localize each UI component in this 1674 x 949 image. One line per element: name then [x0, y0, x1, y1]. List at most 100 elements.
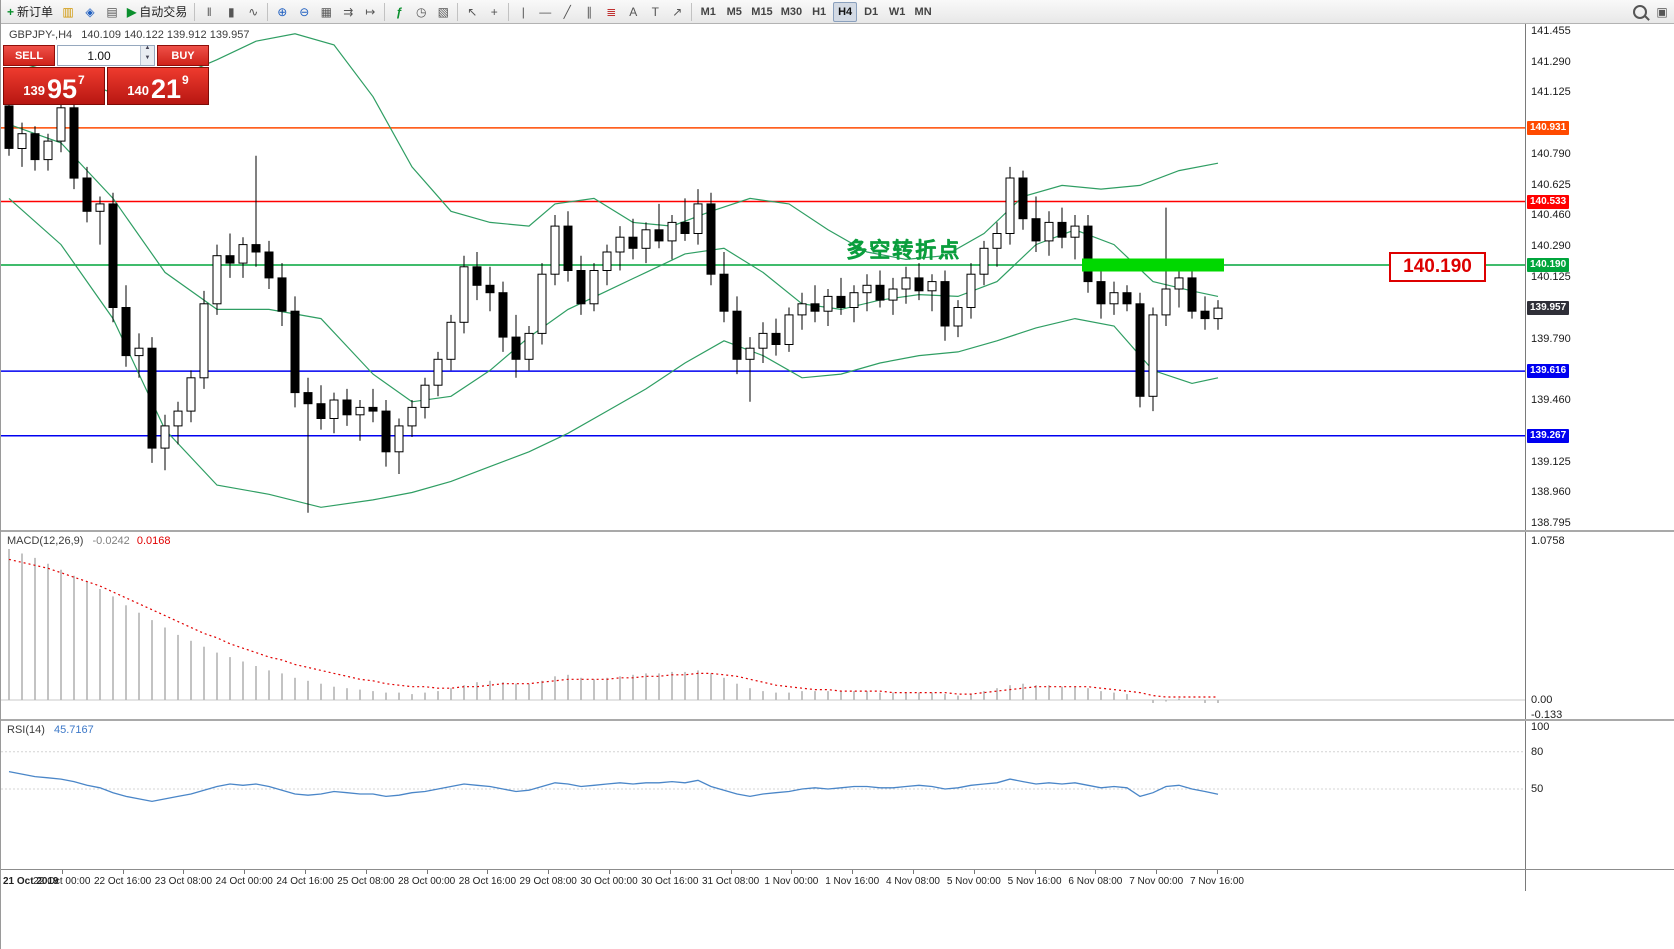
axis-label: 138.960 [1531, 486, 1571, 499]
terminal-button[interactable]: ▤ [106, 4, 118, 19]
volume-stepper[interactable]: 1.00 ▲ ▼ [57, 45, 155, 66]
toolbar-separator [267, 2, 269, 21]
indicators-button[interactable]: ƒ [395, 4, 403, 19]
time-label: 1 Nov 00:00 [764, 876, 819, 887]
auto-scroll-button[interactable]: ⇉ [343, 4, 354, 19]
panel-divider[interactable] [1, 719, 1674, 721]
grid-button[interactable]: ▦ [320, 4, 332, 19]
search-button[interactable] [1630, 2, 1650, 22]
price-tag-label[interactable]: 140.190 [1389, 252, 1486, 282]
time-tick [244, 870, 246, 874]
new-chart-button[interactable]: ▣ [1656, 4, 1668, 19]
navigator-button[interactable]: ◈ [85, 4, 95, 19]
time-tick [122, 870, 124, 874]
cursor-button[interactable]: ↖ [467, 4, 478, 19]
timeframe-h4[interactable]: H4 [833, 1, 858, 22]
candlestick-chart-button[interactable]: ▮ [227, 4, 235, 19]
macd-label-row: MACD(12,26,9) -0.0242 0.0168 [7, 535, 171, 547]
new-order-button[interactable]: + 新订单 [4, 2, 56, 22]
axis-label: 1.0758 [1531, 535, 1565, 547]
axis-label: 139.460 [1531, 394, 1571, 406]
toolbar-separator [384, 2, 386, 21]
volume-down-icon[interactable]: ▼ [141, 55, 154, 65]
time-label: 30 Oct 16:00 [641, 876, 699, 887]
rsi-label-row: RSI(14) 45.7167 [7, 724, 94, 736]
symbol-info: GBPJPY-,H4 140.109 140.122 139.912 139.9… [9, 29, 249, 41]
time-label: 28 Oct 16:00 [458, 876, 517, 887]
sell-price-display[interactable]: 139 95 7 [3, 67, 105, 105]
periods-button[interactable]: ◷ [416, 4, 427, 19]
axis-label: 140.790 [1531, 148, 1571, 160]
bar-chart-button[interactable]: ‖ [206, 4, 212, 19]
axis-label: 140.290 [1531, 240, 1571, 253]
axis-label: 140.460 [1531, 209, 1571, 222]
macd-axis: 1.0758 0.00 -0.133 [1525, 532, 1674, 719]
panel-divider[interactable] [1, 530, 1674, 532]
horizontal-line-button[interactable]: — [539, 4, 552, 19]
zoom-in-button[interactable]: ⊕ [277, 4, 288, 19]
time-label: 1 Nov 16:00 [825, 876, 880, 887]
toolbar-separator [457, 2, 459, 21]
buy-button[interactable]: BUY [157, 45, 209, 66]
timeframe-d1[interactable]: D1 [864, 5, 879, 18]
time-tick [852, 870, 854, 874]
chart-shift-button[interactable]: ↦ [365, 4, 376, 19]
zoom-out-button[interactable]: ⊖ [299, 4, 310, 19]
symbol-ohlc: 140.109 140.122 139.912 139.957 [81, 29, 250, 41]
templates-button[interactable]: ▧ [437, 4, 449, 19]
time-axis[interactable]: 21 Oct 2019 22 Oct 00:00 22 Oct 16:00 23 Oc… [1, 869, 1674, 891]
axis-label: 141.455 [1531, 25, 1571, 37]
new-order-icon: + [7, 4, 15, 19]
timeframe-m30[interactable]: M30 [780, 5, 803, 18]
vertical-line-button[interactable]: | [521, 4, 525, 19]
auto-trading-button[interactable]: ▶ 自动交易 [124, 2, 190, 22]
axis-label: 141.290 [1531, 55, 1571, 68]
channel-button[interactable]: ∥ [586, 4, 593, 19]
axis-corner-divider [1525, 870, 1526, 891]
time-label: 29 Oct 08:00 [519, 876, 577, 887]
volume-value[interactable]: 1.00 [87, 48, 111, 63]
time-label: 4 Nov 08:00 [886, 876, 940, 887]
price-chart[interactable] [1, 24, 1525, 530]
sell-button[interactable]: SELL [3, 45, 55, 66]
line-chart-button[interactable]: ∿ [248, 4, 259, 19]
volume-spin-buttons[interactable]: ▲ ▼ [140, 45, 154, 65]
buy-price-sup: 9 [182, 73, 189, 87]
timeframe-m15[interactable]: M15 [751, 5, 773, 18]
buy-price-prefix: 140 [127, 83, 149, 98]
volume-up-icon[interactable]: ▲ [141, 45, 154, 56]
axis-label: 140.533 [1527, 194, 1570, 209]
axis-label: 139.616 [1527, 364, 1570, 379]
crosshair-button[interactable]: + [490, 4, 498, 19]
timeframe-w1[interactable]: W1 [888, 5, 906, 18]
rsi-axis: 100 80 50 [1525, 721, 1674, 869]
text-button[interactable]: A [629, 4, 638, 19]
market-watch-button[interactable]: ▥ [62, 4, 74, 19]
time-label: 5 Nov 16:00 [1007, 876, 1062, 887]
trendline-button[interactable]: ╱ [563, 4, 571, 19]
time-tick [791, 870, 793, 874]
timeframe-m1[interactable]: M1 [700, 5, 716, 18]
timeframe-mn[interactable]: MN [914, 5, 932, 18]
axis-label: 139.267 [1527, 428, 1570, 443]
macd-chart[interactable] [1, 532, 1525, 719]
axis-label: 139.957 [1527, 301, 1570, 316]
time-label: 22 Oct 16:00 [93, 876, 152, 887]
main-chart-panel: GBPJPY-,H4 140.109 140.122 139.912 139.9… [1, 24, 1674, 530]
axis-label: 50 [1531, 783, 1544, 795]
buy-price-display[interactable]: 140 21 9 [107, 67, 209, 105]
text-label-button[interactable]: T [651, 4, 659, 19]
time-label: 24 Oct 00:00 [215, 876, 273, 887]
time-label: 30 Oct 00:00 [580, 876, 638, 887]
rsi-value: 45.7167 [53, 724, 94, 736]
time-tick [1156, 870, 1158, 874]
fibonacci-button[interactable]: ≣ [606, 4, 617, 19]
time-tick [609, 870, 610, 874]
timeframe-m5[interactable]: M5 [726, 5, 742, 18]
timeframe-h1[interactable]: H1 [812, 5, 827, 18]
time-tick [1034, 870, 1036, 874]
arrows-button[interactable]: ↗ [672, 4, 683, 19]
rsi-panel: RSI(14) 45.7167 100 80 50 [1, 721, 1674, 869]
rsi-chart[interactable] [1, 721, 1525, 869]
